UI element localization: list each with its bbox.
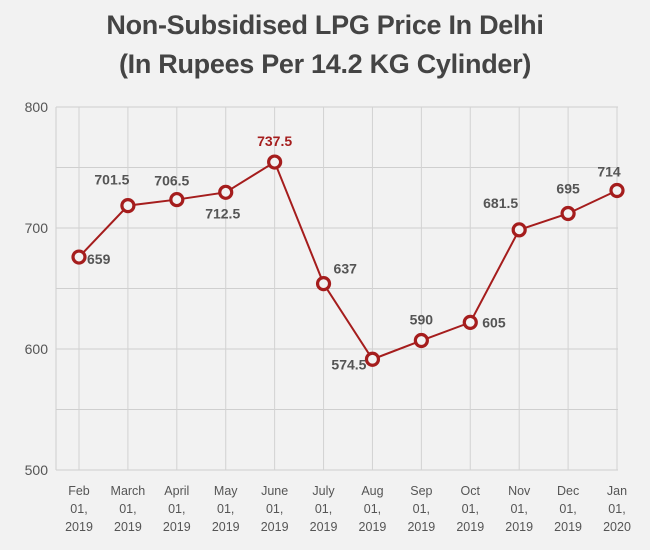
x-tick-label: 2019 — [261, 520, 289, 534]
chart-subtitle: (In Rupees Per 14.2 KG Cylinder) — [118, 49, 532, 79]
x-tick-label: Jan — [607, 484, 627, 498]
x-tick-label: 2019 — [163, 520, 191, 534]
data-point — [609, 182, 625, 199]
x-tick-label: 2020 — [603, 520, 631, 534]
x-tick-label: 01, — [510, 502, 527, 516]
data-label: 590 — [410, 312, 434, 328]
x-tick-label: 2019 — [456, 520, 484, 534]
x-tick-label: 2019 — [114, 520, 142, 534]
data-label: 659 — [87, 251, 111, 267]
data-point — [560, 205, 576, 222]
y-tick-label: 600 — [25, 341, 49, 357]
x-tick-label: June — [261, 484, 288, 498]
x-tick-label: March — [111, 484, 146, 498]
x-tick-label: 01, — [119, 502, 136, 516]
x-tick-label: 01, — [608, 502, 625, 516]
x-tick-label: 2019 — [359, 520, 387, 534]
x-tick-label: April — [164, 484, 189, 498]
y-tick-label: 700 — [25, 220, 49, 236]
x-tick-label: 01, — [315, 502, 332, 516]
x-tick-label: 01, — [217, 502, 234, 516]
data-label: 574.5 — [331, 356, 366, 372]
x-tick-label: Aug — [361, 484, 383, 498]
data-label: 605 — [482, 314, 506, 330]
chart-title: Non-Subsidised LPG Price In Delhi — [106, 10, 544, 40]
data-point — [218, 184, 234, 200]
data-point — [315, 276, 332, 292]
x-tick-label: 2019 — [65, 520, 93, 534]
x-tick-label: 2019 — [554, 520, 582, 534]
data-label: 737.5 — [257, 133, 292, 149]
x-tick-label: July — [312, 484, 335, 498]
data-label: 714 — [597, 163, 621, 179]
y-tick-label: 500 — [25, 462, 49, 478]
data-point — [120, 198, 136, 214]
data-point — [462, 314, 478, 330]
y-tick-label: 800 — [25, 99, 49, 115]
data-point — [71, 249, 87, 265]
x-tick-label: 2019 — [212, 520, 240, 534]
data-label: 695 — [556, 180, 580, 196]
data-point — [169, 191, 185, 208]
x-tick-label: 01, — [70, 502, 87, 516]
data-point — [413, 332, 429, 349]
x-tick-label: 01, — [364, 502, 381, 516]
x-tick-label: 2019 — [505, 520, 533, 534]
series-line — [78, 160, 618, 361]
x-tick-label: 01, — [168, 502, 185, 516]
x-tick-label: Oct — [461, 484, 481, 498]
x-tick-label: 2019 — [407, 520, 435, 534]
x-tick-label: 2019 — [310, 520, 338, 534]
data-label: 681.5 — [483, 195, 518, 211]
x-tick-label: May — [214, 484, 238, 498]
x-tick-label: Dec — [557, 484, 579, 498]
data-label: 712.5 — [205, 205, 240, 221]
data-point — [267, 154, 283, 170]
data-point — [511, 222, 527, 238]
data-label: 637 — [334, 261, 358, 277]
x-tick-label: Feb — [68, 484, 90, 498]
x-tick-label: 01, — [266, 502, 283, 516]
data-point — [364, 351, 381, 367]
data-label: 701.5 — [94, 172, 129, 188]
x-tick-label: 01, — [462, 502, 479, 516]
x-tick-label: Sep — [410, 484, 432, 498]
x-tick-label: Nov — [508, 484, 531, 498]
data-label: 706.5 — [154, 173, 189, 189]
x-tick-label: 01, — [413, 502, 430, 516]
x-tick-label: 01, — [559, 502, 576, 516]
